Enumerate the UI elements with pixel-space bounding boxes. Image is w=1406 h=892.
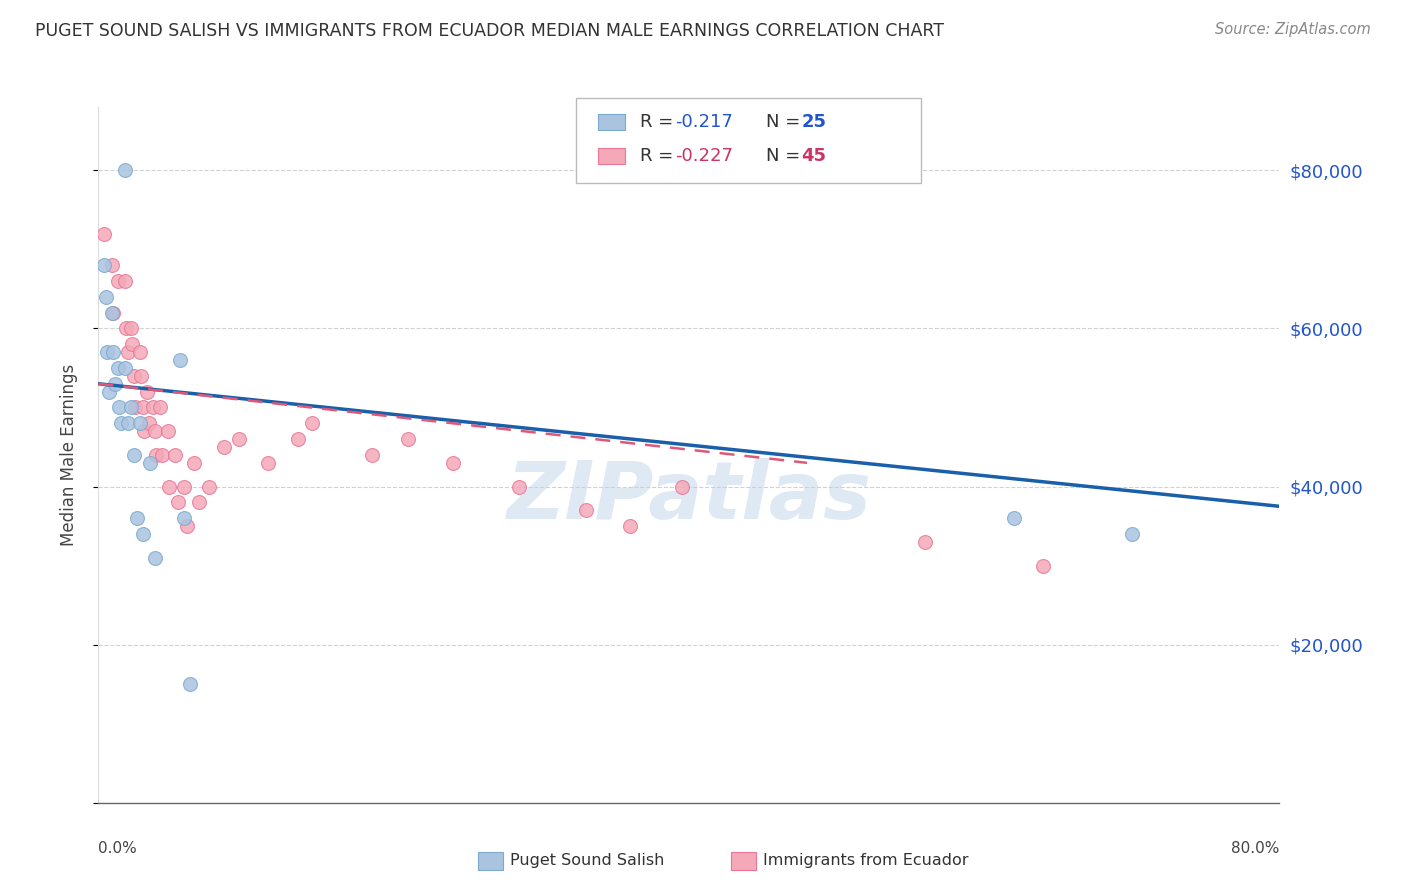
Point	[574, 503, 596, 517]
Point	[120, 321, 142, 335]
Point	[100, 305, 122, 319]
Point	[396, 432, 419, 446]
Point	[122, 368, 145, 383]
Point	[107, 274, 129, 288]
Point	[100, 258, 122, 272]
Point	[1032, 558, 1054, 573]
Point	[176, 519, 198, 533]
Point	[115, 321, 138, 335]
Text: N =: N =	[766, 147, 806, 165]
Point	[914, 535, 936, 549]
Point	[114, 163, 136, 178]
Point	[128, 345, 150, 359]
Point	[129, 368, 152, 383]
Text: R =: R =	[640, 113, 679, 131]
Point	[117, 345, 139, 359]
Text: 80.0%: 80.0%	[1232, 841, 1279, 856]
Point	[156, 424, 179, 438]
Point	[138, 417, 160, 431]
Point	[187, 495, 209, 509]
Point	[301, 417, 323, 431]
Point	[97, 384, 120, 399]
Point	[121, 337, 143, 351]
Point	[132, 527, 155, 541]
Point	[619, 519, 641, 533]
Text: Source: ZipAtlas.com: Source: ZipAtlas.com	[1215, 22, 1371, 37]
Point	[124, 401, 146, 415]
Text: N =: N =	[766, 113, 806, 131]
Point	[114, 361, 136, 376]
Y-axis label: Median Male Earnings: Median Male Earnings	[59, 364, 77, 546]
Point	[157, 479, 180, 493]
Point	[198, 479, 221, 493]
Text: -0.217: -0.217	[675, 113, 733, 131]
Point	[134, 424, 156, 438]
Point	[103, 305, 125, 319]
Point	[103, 345, 125, 359]
Point	[132, 401, 155, 415]
Text: -0.227: -0.227	[675, 147, 733, 165]
Point	[169, 353, 191, 368]
Point	[173, 511, 195, 525]
Text: Puget Sound Salish: Puget Sound Salish	[510, 854, 665, 868]
Point	[212, 440, 235, 454]
Text: 0.0%: 0.0%	[98, 841, 138, 856]
Point	[1121, 527, 1143, 541]
Point	[96, 345, 118, 359]
Text: 45: 45	[801, 147, 827, 165]
Point	[149, 401, 172, 415]
Point	[136, 384, 159, 399]
Point	[120, 401, 142, 415]
Point	[93, 227, 115, 241]
Point	[142, 401, 165, 415]
Point	[139, 456, 162, 470]
Point	[257, 456, 280, 470]
Point	[441, 456, 464, 470]
Text: ZIPatlas: ZIPatlas	[506, 458, 872, 536]
Point	[117, 417, 139, 431]
Point	[179, 677, 201, 691]
Point	[110, 417, 132, 431]
Point	[94, 290, 117, 304]
Text: PUGET SOUND SALISH VS IMMIGRANTS FROM ECUADOR MEDIAN MALE EARNINGS CORRELATION C: PUGET SOUND SALISH VS IMMIGRANTS FROM EC…	[35, 22, 945, 40]
Point	[183, 456, 205, 470]
Point	[287, 432, 309, 446]
Point	[107, 361, 129, 376]
Point	[114, 274, 136, 288]
Point	[165, 448, 187, 462]
Point	[143, 424, 166, 438]
Point	[108, 401, 131, 415]
Text: R =: R =	[640, 147, 679, 165]
Point	[173, 479, 195, 493]
Point	[125, 511, 148, 525]
Text: Immigrants from Ecuador: Immigrants from Ecuador	[763, 854, 969, 868]
Point	[508, 479, 530, 493]
Point	[167, 495, 190, 509]
Point	[150, 448, 173, 462]
Point	[671, 479, 693, 493]
Point	[145, 448, 167, 462]
Point	[228, 432, 250, 446]
Point	[93, 258, 115, 272]
Point	[128, 417, 150, 431]
Point	[104, 376, 127, 391]
Point	[143, 550, 166, 565]
Point	[360, 448, 382, 462]
Point	[1002, 511, 1025, 525]
Text: 25: 25	[801, 113, 827, 131]
Point	[122, 448, 145, 462]
